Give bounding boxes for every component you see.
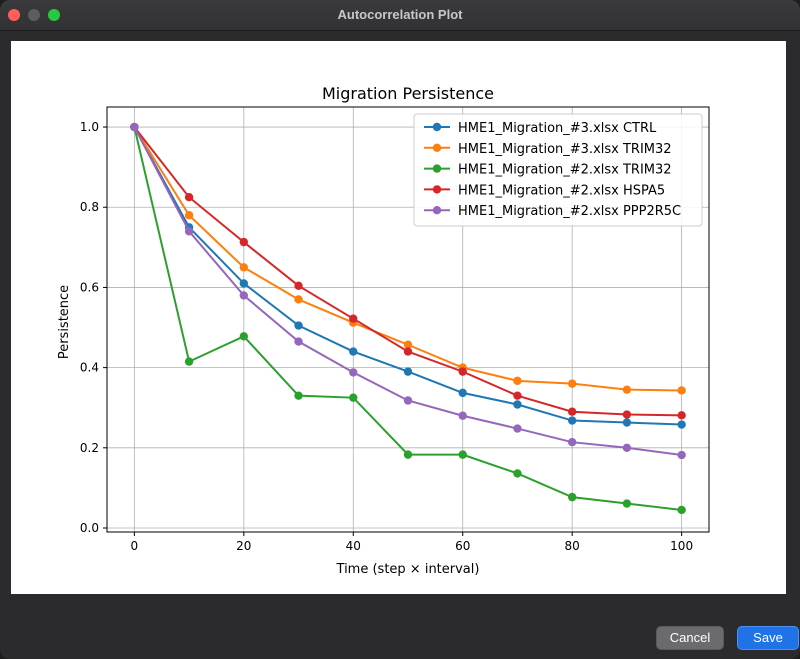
legend-label-0: HME1_Migration_#3.xlsx CTRL (458, 121, 657, 136)
series-point-4 (294, 337, 303, 346)
series-point-3 (513, 391, 522, 400)
save-button[interactable]: Save (737, 626, 799, 650)
series-point-1 (677, 386, 686, 395)
cancel-button[interactable]: Cancel (656, 626, 724, 650)
y-tick-label: 1.0 (80, 120, 99, 134)
legend-marker-2 (432, 164, 442, 173)
series-point-4 (184, 227, 194, 236)
window-title: Autocorrelation Plot (337, 7, 463, 22)
series-point-4 (239, 291, 249, 300)
series-point-3 (184, 193, 194, 202)
x-tick-label: 40 (346, 539, 361, 553)
series-point-0 (567, 416, 577, 425)
series-point-1 (403, 340, 413, 349)
series-point-2 (349, 393, 358, 402)
autocorrelation-chart: Migration Persistence Time (step × inter… (57, 84, 710, 577)
x-tick-label: 0 (131, 539, 139, 553)
legend-label-4: HME1_Migration_#2.xlsx PPP2R5C (458, 204, 681, 219)
series-point-3 (622, 410, 632, 419)
legend-marker-0 (432, 122, 442, 132)
legend-marker-3 (432, 185, 442, 194)
series-point-1 (513, 376, 522, 386)
series-point-0 (622, 418, 632, 427)
x-tick-label: 100 (670, 539, 693, 553)
legend-marker-1 (432, 143, 442, 152)
legend-marker-4 (432, 206, 442, 215)
series-point-0 (294, 321, 303, 330)
y-tick-label: 0.8 (80, 200, 99, 214)
series-point-2 (239, 332, 249, 341)
legend-label-3: HME1_Migration_#2.xlsx HSPA5 (458, 183, 665, 198)
series-point-3 (677, 411, 686, 420)
axes-frame (106, 106, 710, 533)
series-point-4 (130, 122, 139, 132)
title-bar[interactable]: Autocorrelation Plot (0, 0, 800, 31)
series-point-3 (239, 237, 249, 247)
minimize-window-button[interactable] (28, 9, 40, 21)
series-point-1 (239, 263, 249, 272)
x-axis-label: Time (step × interval) (336, 562, 480, 577)
series-point-2 (677, 505, 686, 515)
series-point-4 (677, 450, 686, 460)
close-window-button[interactable] (8, 9, 20, 21)
legend-label-2: HME1_Migration_#2.xlsx TRIM32 (458, 163, 672, 178)
y-axis-label: Persistence (57, 285, 72, 359)
series-point-0 (677, 420, 686, 429)
series-point-1 (622, 385, 632, 394)
series-point-0 (239, 279, 249, 288)
series-point-0 (349, 347, 358, 356)
plot-canvas: Migration Persistence Time (step × inter… (11, 41, 786, 594)
series-point-4 (622, 443, 632, 453)
y-tick-label: 0.2 (80, 441, 99, 455)
series-point-1 (184, 211, 194, 220)
series-point-4 (458, 411, 467, 420)
x-tick-label: 60 (455, 539, 470, 553)
series-point-3 (403, 347, 413, 356)
series-point-4 (403, 396, 413, 405)
y-tick-label: 0.4 (80, 361, 99, 375)
legend-label-1: HME1_Migration_#3.xlsx TRIM32 (458, 142, 672, 157)
series-point-0 (403, 367, 413, 376)
y-tick-label: 0.0 (80, 521, 99, 535)
y-tick-label: 0.6 (80, 280, 99, 294)
series-point-4 (513, 424, 522, 433)
maximize-window-button[interactable] (48, 9, 60, 21)
series-point-2 (513, 469, 522, 478)
series-point-3 (349, 314, 358, 323)
series-point-0 (458, 388, 467, 398)
series-point-2 (184, 357, 194, 366)
series-point-0 (513, 400, 522, 409)
chart-title: Migration Persistence (322, 84, 494, 103)
series-point-1 (567, 379, 577, 388)
x-tick-label: 20 (236, 539, 251, 553)
legend-box (413, 113, 703, 227)
series-point-2 (403, 450, 413, 459)
x-tick-label: 80 (565, 539, 580, 553)
series-point-4 (349, 368, 358, 377)
series-point-3 (458, 367, 467, 376)
series-point-1 (294, 295, 303, 304)
series-point-2 (458, 450, 467, 459)
series-point-2 (294, 391, 303, 400)
series-point-2 (622, 499, 632, 508)
series-point-3 (294, 281, 303, 291)
series-point-4 (567, 437, 577, 447)
series-point-3 (567, 407, 577, 416)
series-point-2 (567, 492, 577, 502)
